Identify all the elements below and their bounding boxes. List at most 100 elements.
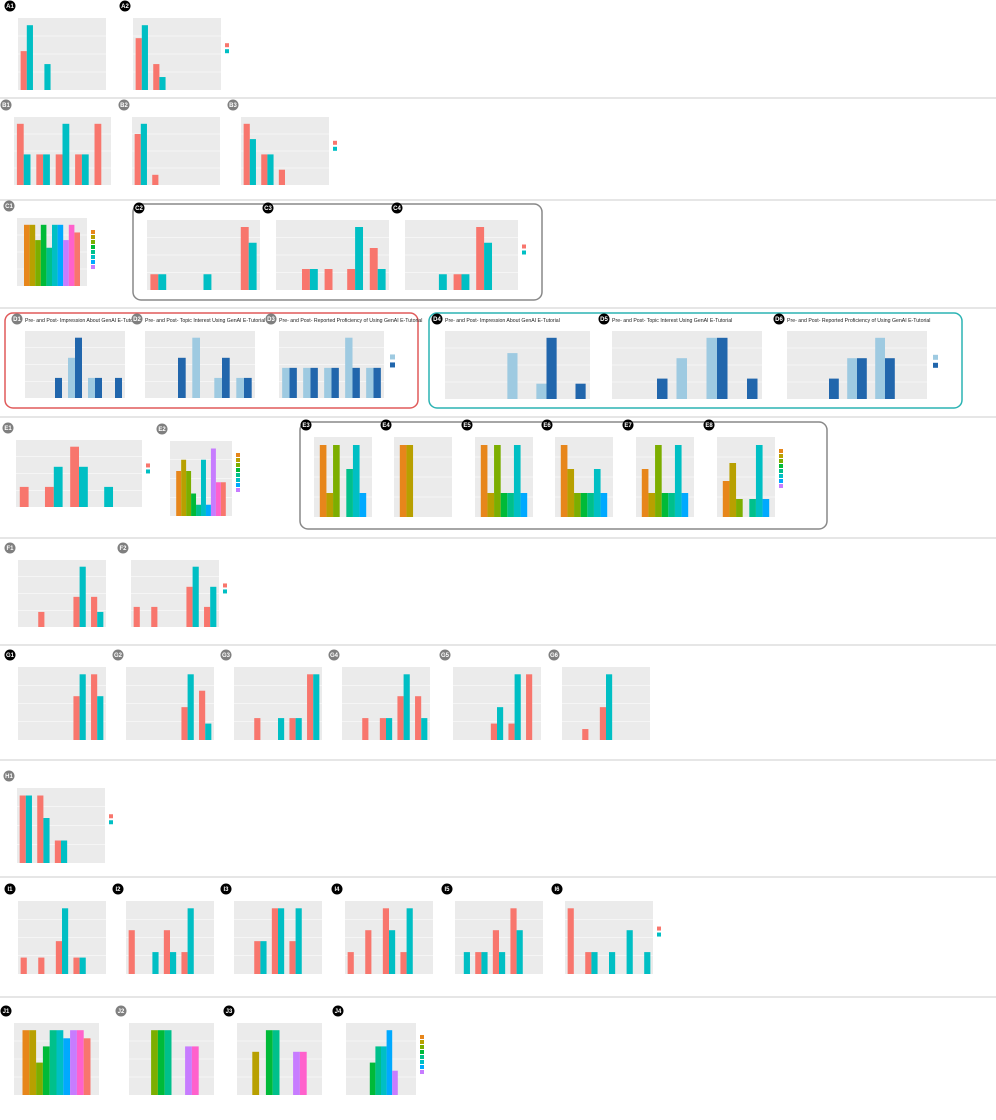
legend-swatch [236,473,240,477]
panel-badge-label: H1 [5,774,13,780]
bar [19,486,29,507]
bar [295,718,302,740]
chart-d4: D4 Pre- and Post- Impression About GenAI … [431,313,590,399]
panel-badge [223,1005,235,1017]
panel-badge [133,202,145,214]
bar [152,952,159,974]
chart-b3: B3 [227,99,337,185]
bar [847,358,857,399]
bar [83,1038,91,1095]
panel-badge-label: D3 [267,317,275,323]
bar [303,367,311,398]
bar [40,224,47,286]
bar [133,606,140,627]
bar [762,499,770,517]
bar [73,596,80,627]
panel-badge [773,313,785,325]
bar [377,269,386,290]
bar [29,1030,37,1095]
bar [362,718,369,740]
panel-badge-label: I1 [7,887,13,893]
bar [97,611,104,627]
bar [128,930,135,974]
chart-h1: H1 [3,770,113,863]
bar [513,445,521,517]
bar [201,459,206,516]
group-box-d-right [428,312,963,409]
bar [289,718,296,740]
bar [210,448,216,516]
panel-badge-label: E2 [158,427,166,433]
bar [95,377,102,398]
panel-badge-label: D5 [600,317,608,323]
bar [397,696,404,740]
bar [265,1030,273,1095]
legend-swatch [933,362,938,368]
bar [157,1030,165,1095]
panel-badge [4,883,16,895]
panel-badge-label: J4 [335,1009,342,1015]
panel-badge-label: G4 [330,653,339,659]
bar [453,274,462,290]
bar [97,696,104,740]
bar [164,1030,172,1095]
panel-badge-label: G1 [6,653,15,659]
panel-badge [441,883,453,895]
bar [510,908,517,974]
chart-a2: A2 [119,0,229,91]
bar [722,481,730,517]
panel-badge [4,0,16,12]
bar [181,952,188,974]
bar [369,248,378,290]
panel-badge-label: J1 [3,1009,10,1015]
bar [141,25,148,91]
bar [187,674,194,740]
bar [580,493,588,517]
bar [74,232,80,286]
legend-swatch [236,453,240,457]
bar [79,466,88,507]
panel-title: Pre- and Post- Topic Interest Using GenA… [612,318,732,324]
bar [668,493,675,517]
bar [717,337,728,399]
chart-c1: C1 [3,200,95,286]
bar [310,367,318,398]
bar [260,941,267,974]
panel-badge-label: D4 [433,317,441,323]
bar [359,493,367,517]
bar [526,674,533,740]
bar [507,353,518,399]
bar [220,482,226,516]
bar [252,1051,260,1095]
bar [19,795,26,863]
bar [301,269,310,290]
panel-badge-label: D6 [775,317,783,323]
panel-badge-label: A1 [6,4,14,10]
panel-badge-label: B2 [120,103,128,109]
bar [289,367,297,398]
legend-swatch [109,820,113,825]
bar [508,723,515,740]
group-box-c [132,203,543,301]
chart-e4: E4 [380,419,452,517]
panel-badge-label: I3 [223,887,229,893]
bar [885,358,895,399]
bar [289,941,296,974]
bar [324,269,333,290]
bar [70,446,79,507]
bar [186,471,192,516]
bar [81,154,89,185]
bar [20,957,27,974]
legend-swatch [420,1060,424,1064]
legend-swatch [779,449,783,453]
bar [187,908,194,974]
legend-swatch [91,240,95,244]
chart-b2: B2 [118,99,220,185]
panel-badge [300,419,312,431]
panel-badge [2,422,14,434]
bar [222,357,230,398]
bar [706,337,717,399]
legend-swatch [779,474,783,478]
legend-swatch [420,1055,424,1059]
bar [215,482,221,516]
